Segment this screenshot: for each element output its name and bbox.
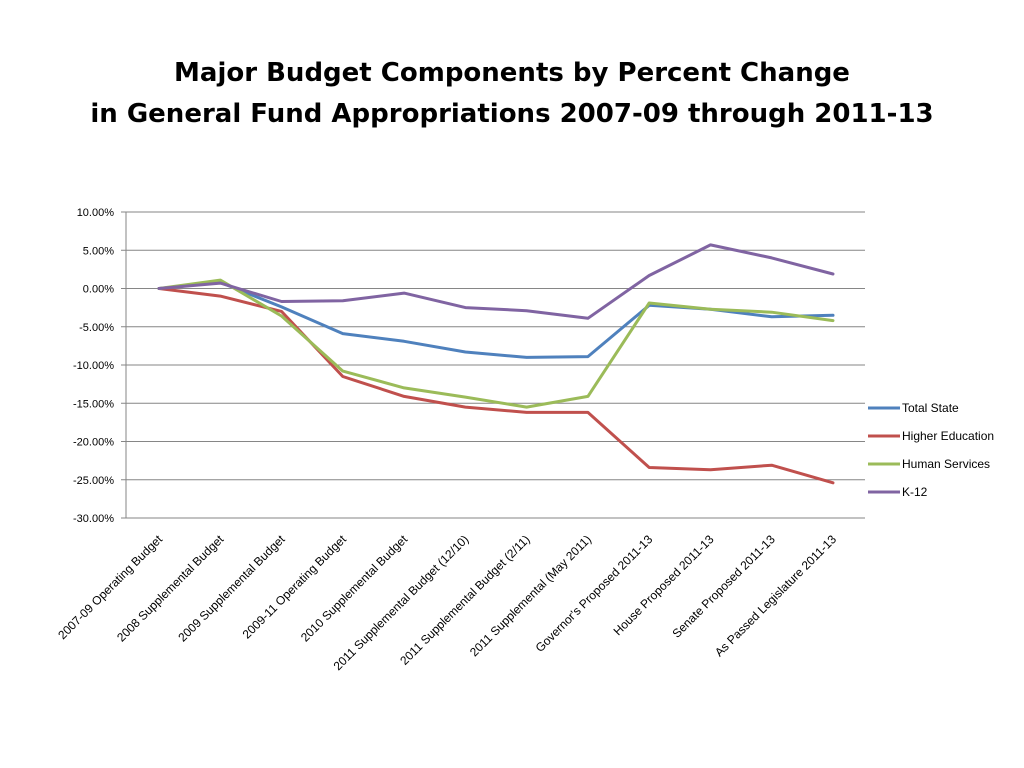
y-tick-label: -25.00%: [73, 475, 114, 487]
y-axis: 10.00% 5.00% 0.00% -5.00% -10.00% -15.00% -20.…: [73, 207, 127, 525]
slide-title-line-2: in General Fund Appropriations 2007-09 t…: [90, 99, 934, 129]
legend: Total State Higher Education Human Service…: [868, 401, 994, 499]
y-tick-label: -20.00%: [73, 437, 114, 449]
x-tick-label: 2011 Supplemental Budget (2/11): [397, 532, 533, 668]
series-lines: [157, 243, 835, 485]
legend-label-human-services: Human Services: [902, 457, 990, 471]
x-tick-label: 2011 Supplemental (May 2011): [467, 532, 594, 659]
y-tick-label: 5.00%: [83, 245, 114, 257]
gridlines: [126, 211, 865, 519]
x-tick-label: 2009-11 Operating Budget: [240, 532, 350, 642]
x-tick-label: Governor's Proposed 2011-13: [533, 532, 656, 655]
y-tick-label: 0.00%: [83, 284, 114, 296]
y-tick-label: -30.00%: [73, 513, 114, 525]
legend-label-k-12: K-12: [902, 485, 928, 499]
x-tick-label: 2010 Supplemental Budget: [298, 532, 411, 645]
y-tick-label: -15.00%: [73, 398, 114, 410]
x-tick-label: 2009 Supplemental Budget: [175, 532, 288, 645]
y-tick-label: -5.00%: [79, 322, 114, 334]
series-line-higher-education: [157, 287, 835, 485]
series-line-k-12: [157, 243, 835, 320]
y-tick-label: -10.00%: [73, 360, 114, 372]
legend-label-total-state: Total State: [902, 401, 959, 415]
x-tick-label: 2007-09 Operating Budget: [55, 532, 165, 642]
x-tick-label: As Passed Legislature 2011-13: [712, 532, 839, 659]
y-tick-label: 10.00%: [77, 207, 115, 219]
x-tick-label: 2008 Supplemental Budget: [114, 532, 227, 645]
legend-label-higher-education: Higher Education: [902, 429, 994, 443]
series-line-human-services: [157, 278, 835, 409]
x-tick-label: Senate Proposed 2011-13: [670, 532, 779, 641]
slide-title-line-1: Major Budget Components by Percent Chang…: [174, 58, 850, 88]
x-tick-label: House Proposed 2011-13: [611, 532, 717, 638]
x-tick-label: 2011 Supplemental Budget (12/10): [331, 532, 472, 673]
